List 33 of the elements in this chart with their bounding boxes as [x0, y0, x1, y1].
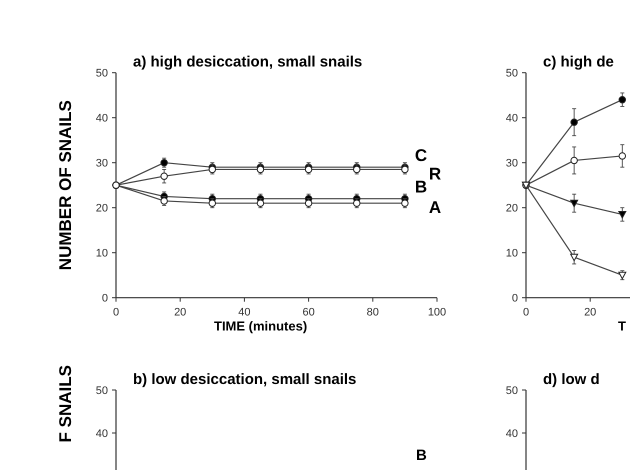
y-axis-title: NUMBER OF SNAILS — [56, 100, 75, 270]
x-tick-label: 100 — [428, 306, 446, 319]
series-label: A — [428, 198, 442, 218]
text: b) low desiccation, small snails — [133, 371, 356, 388]
y-tick-label: 40 — [96, 112, 108, 125]
y-tick-label: 20 — [96, 202, 108, 215]
y-tick-label: 0 — [102, 292, 108, 305]
x-axis-title: T — [618, 318, 626, 334]
x-tick-label: 60 — [302, 306, 315, 319]
y-tick-label: 20 — [506, 202, 518, 215]
x-tick-label: 80 — [366, 306, 379, 319]
y-tick-label: 10 — [96, 248, 108, 260]
y-tick-label: 50 — [506, 68, 518, 80]
chart-title: c) high de — [543, 54, 614, 71]
x-tick-label: 40 — [238, 306, 251, 319]
y-tick-label: 40 — [506, 112, 518, 125]
x-tick-label: 20 — [174, 306, 186, 319]
x-tick-label: 20 — [584, 306, 596, 319]
chart-title: a) high desiccation, small snails — [133, 54, 362, 71]
series-label: R — [428, 164, 442, 184]
series-label: B — [414, 178, 428, 197]
x-tick-label: 0 — [522, 306, 530, 319]
y-tick-label: 0 — [512, 292, 518, 305]
x-tick-label: 0 — [112, 306, 120, 319]
y-tick-label: 10 — [506, 248, 518, 260]
series-label: C — [414, 146, 428, 166]
text: B — [416, 447, 427, 464]
text: F SNAILS — [56, 365, 75, 442]
text: d) low d — [543, 371, 600, 388]
y-tick-label: 30 — [96, 158, 108, 170]
x-axis-title: TIME (minutes) — [214, 318, 308, 334]
y-tick-label: 50 — [96, 68, 108, 80]
y-tick-label: 30 — [506, 158, 518, 170]
